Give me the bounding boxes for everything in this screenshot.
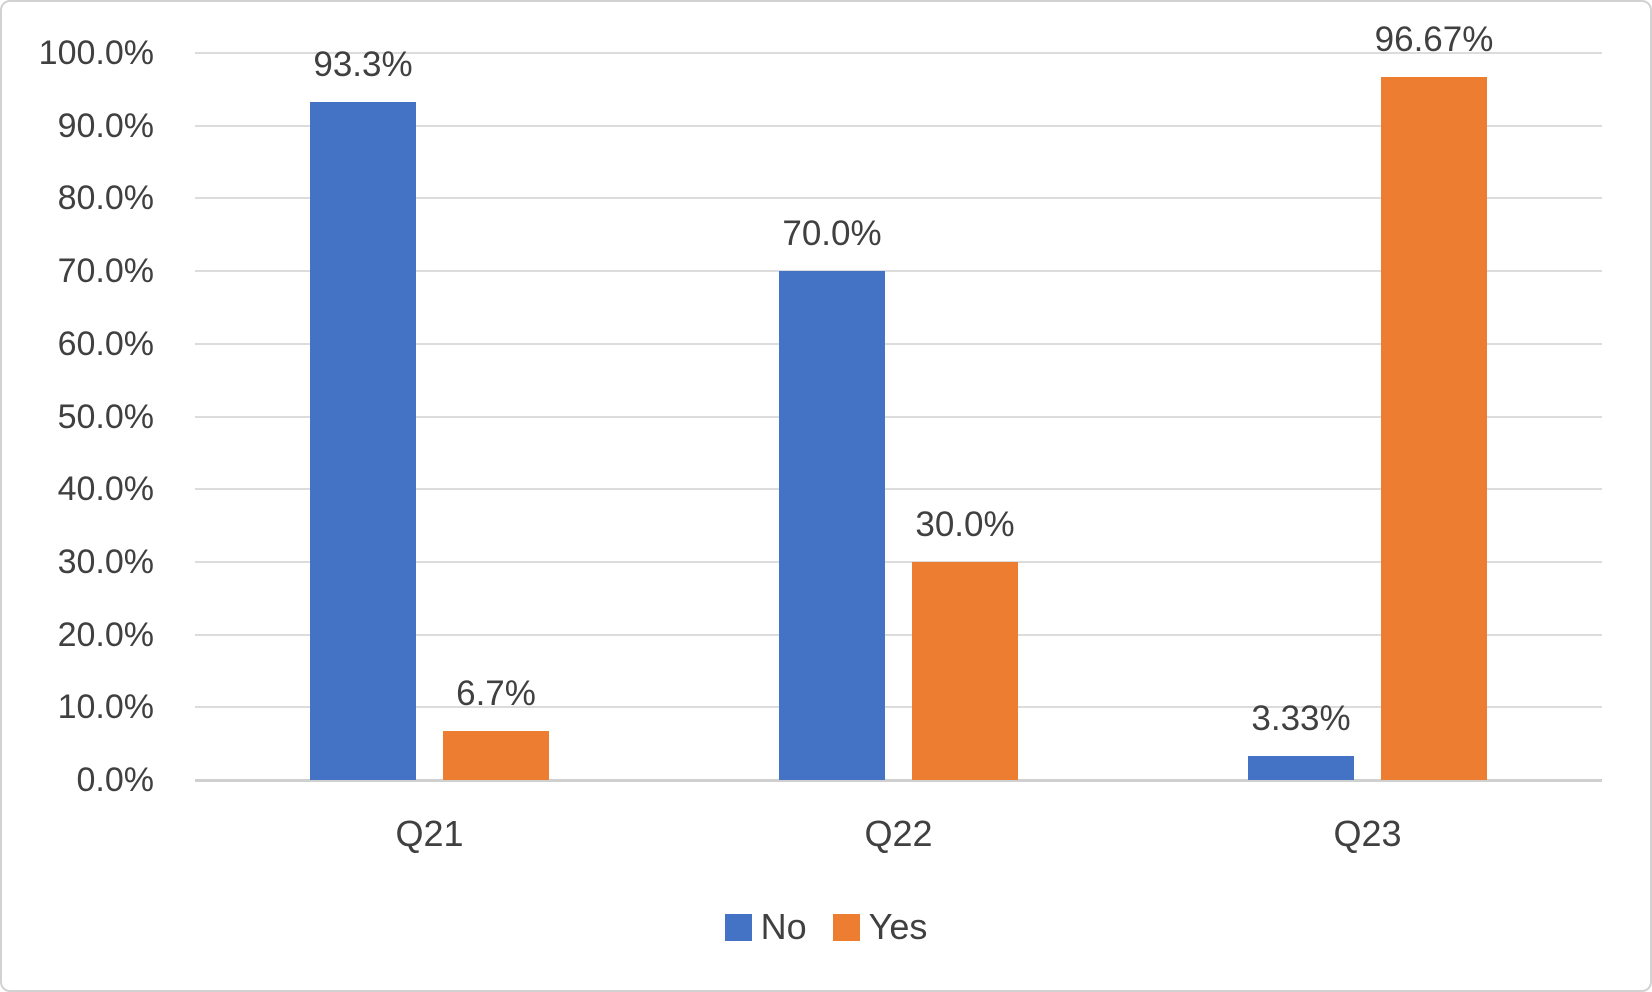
legend-swatch-icon — [724, 913, 752, 941]
y-axis-tick-label: 40.0% — [57, 470, 154, 509]
x-axis-label-q21: Q21 — [395, 813, 464, 854]
data-label-no-q22: 70.0% — [782, 214, 882, 254]
legend-label: No — [760, 906, 807, 947]
data-label-yes-q21: 6.7% — [456, 674, 536, 714]
gridline — [195, 197, 1602, 200]
x-axis-label-q23: Q23 — [1333, 813, 1402, 854]
y-axis-tick-label: 70.0% — [57, 252, 154, 291]
y-axis-tick-label: 20.0% — [57, 615, 154, 654]
data-label-no-q21: 93.3% — [313, 44, 413, 84]
legend: No Yes — [2, 905, 1650, 949]
gridline — [195, 488, 1602, 491]
y-axis-tick-label: 50.0% — [57, 397, 154, 436]
bar-group-q21: 93.3% 6.7% — [195, 45, 664, 780]
legend-item-yes: Yes — [832, 905, 928, 949]
gridline — [195, 124, 1602, 127]
y-axis-tick-label: 60.0% — [57, 324, 154, 363]
legend-item-no: No — [724, 905, 807, 949]
x-axis-line — [195, 779, 1602, 782]
y-axis-tick-label: 10.0% — [57, 688, 154, 727]
x-axis-labels: Q21 Q22 Q23 — [195, 812, 1602, 856]
bar-yes-q23: 96.67% — [1375, 20, 1493, 780]
gridline — [195, 633, 1602, 636]
y-axis-tick-label: 30.0% — [57, 542, 154, 581]
gridline — [195, 415, 1602, 418]
y-axis-tick-label: 80.0% — [57, 179, 154, 218]
bar-group-q22: 70.0% 30.0% — [664, 53, 1133, 780]
bar-no-q22: 70.0% — [779, 214, 885, 780]
bar-no-q21: 93.3% — [310, 45, 416, 780]
legend-label: Yes — [868, 906, 928, 947]
y-axis-tick-label: 90.0% — [57, 106, 154, 145]
y-axis-tick-label: 100.0% — [38, 34, 154, 72]
y-axis-tick-label: 0.0% — [76, 761, 155, 799]
bar-yes-q21: 6.7% — [443, 674, 549, 780]
data-label-yes-q22: 30.0% — [915, 504, 1015, 544]
gridline — [195, 52, 1602, 54]
gridline — [195, 706, 1602, 709]
bar-group-q23: 3.33% 96.67% — [1133, 20, 1602, 780]
plot-area: 93.3% 6.7% 70.0% 30.0% 3.33% 96.67% — [195, 20, 1602, 782]
bar-yes-q22: 30.0% — [912, 505, 1018, 780]
data-label-no-q23: 3.33% — [1251, 698, 1351, 738]
gridline — [195, 560, 1602, 563]
gridline — [195, 342, 1602, 345]
legend-swatch-icon — [832, 913, 860, 941]
data-label-yes-q23: 96.67% — [1374, 20, 1494, 60]
x-axis-label-q22: Q22 — [864, 813, 933, 854]
bar-no-q23: 3.33% — [1248, 699, 1354, 780]
gridline — [195, 270, 1602, 273]
